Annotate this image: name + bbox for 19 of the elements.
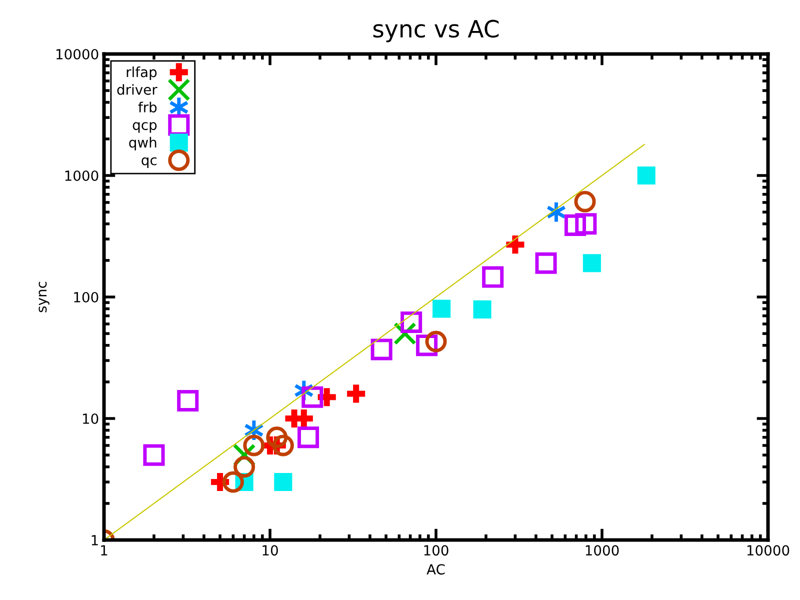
- x-tick-label: 10000: [747, 545, 790, 556]
- y-tick-label: 10: [82, 413, 98, 424]
- y-tick-label: 1: [92, 535, 98, 546]
- y-tick-label: 1000: [65, 170, 98, 181]
- y-axis-title: sync: [38, 282, 50, 312]
- legend-label: frb: [138, 102, 157, 112]
- y-tick-label: 10000: [56, 48, 98, 60]
- legend-label: qc: [142, 157, 156, 168]
- legend-label: rlfap: [126, 66, 157, 80]
- y-tick-label: 100: [74, 292, 98, 302]
- chart-title: sync vs AC: [373, 20, 499, 42]
- x-axis-title: AC: [426, 564, 445, 575]
- legend-label: driver: [117, 84, 158, 95]
- x-tick-label: 1000: [586, 545, 619, 556]
- x-tick-label: 100: [424, 545, 448, 556]
- legend-label: qwh: [129, 136, 156, 150]
- x-tick-label: 10: [262, 545, 278, 556]
- legend-label: qcp: [132, 122, 157, 133]
- x-tick-label: 1: [101, 545, 108, 556]
